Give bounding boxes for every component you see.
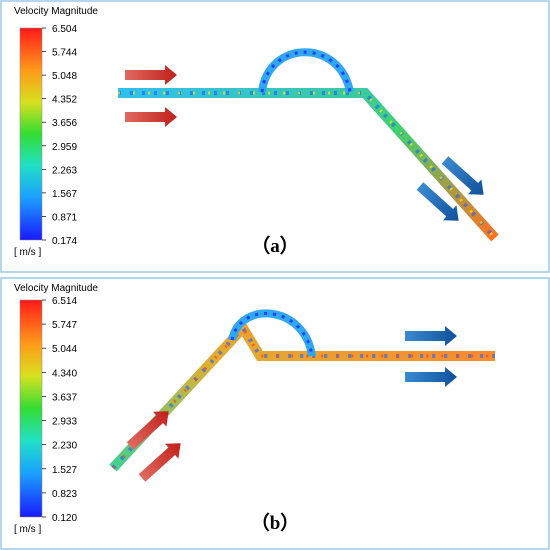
colorbar-tick-label: 5.747 xyxy=(52,320,77,331)
colorbar-tick-label: 0.871 xyxy=(52,212,77,223)
unit-label: [ m/s ] xyxy=(14,247,41,258)
panel-label: （b） xyxy=(251,511,300,534)
colorbar-tick-label: 5.048 xyxy=(52,71,77,82)
flow-field xyxy=(109,309,495,472)
colorbar-tick-label: 4.340 xyxy=(52,368,77,379)
colorbar-tick-label: 1.567 xyxy=(52,189,77,200)
colorbar xyxy=(19,27,43,241)
colorbar-tick-label: 1.527 xyxy=(52,465,77,476)
colorbar-tick-label: 2.959 xyxy=(52,142,77,153)
colorbar-tick-label: 3.637 xyxy=(52,392,77,403)
colorbar-tick-label: 2.933 xyxy=(52,417,77,428)
colorbar xyxy=(19,299,43,518)
arrows xyxy=(125,65,484,221)
colorbar-tick-label: 0.120 xyxy=(52,513,77,524)
flow-field xyxy=(118,48,499,242)
panel-label: （a） xyxy=(251,234,299,257)
colorbar-title: Velocity Magnitude xyxy=(14,283,98,294)
colorbar-tick-label: 5.744 xyxy=(52,48,77,59)
colorbar-tick-label: 6.504 xyxy=(52,24,77,35)
unit-label: [ m/s ] xyxy=(14,524,41,535)
colorbar-tick-label: 3.656 xyxy=(52,118,77,129)
panel-frame xyxy=(0,0,550,273)
colorbar-tick-label: 2.263 xyxy=(52,165,77,176)
colorbar-tick-label: 0.823 xyxy=(52,489,77,500)
colorbar-tick-label: 2.230 xyxy=(52,441,77,452)
colorbar-tick-label: 4.352 xyxy=(52,95,77,106)
arrows xyxy=(126,326,457,482)
panel-frame xyxy=(0,277,550,550)
colorbar-title: Velocity Magnitude xyxy=(14,6,98,17)
colorbar-tick-label: 6.514 xyxy=(52,296,77,307)
colorbar-tick-label: 5.044 xyxy=(52,344,77,355)
colorbar-tick-label: 0.174 xyxy=(52,236,77,247)
